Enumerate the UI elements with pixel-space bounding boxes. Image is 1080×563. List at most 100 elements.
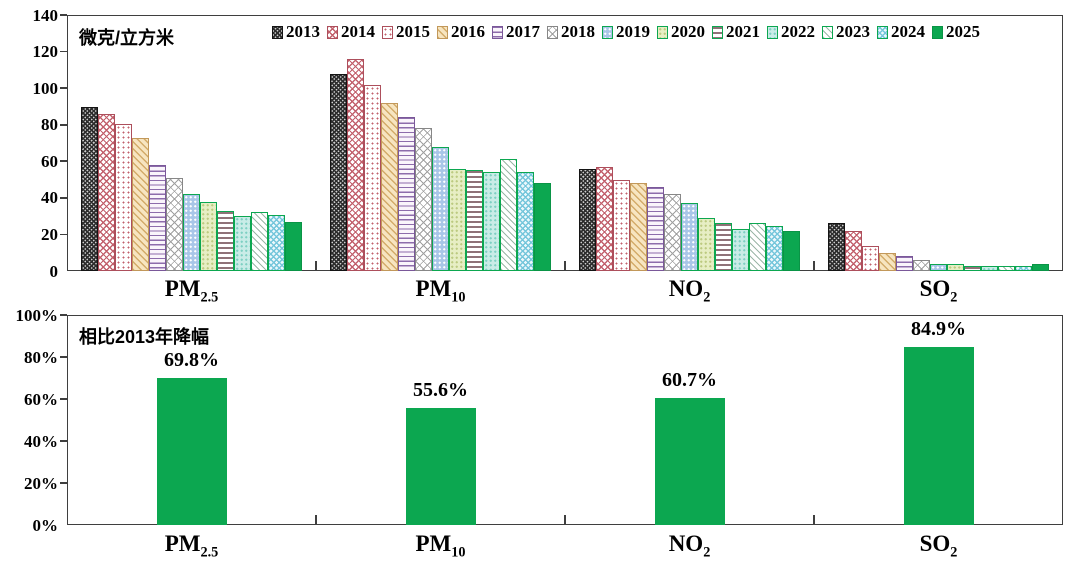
bottom-chart-plot-area	[67, 315, 1063, 525]
decrease-value-label-PM10: 55.6%	[413, 379, 468, 402]
top-category-label-PM10: PM10	[415, 276, 466, 306]
legend-label-2020: 2020	[671, 22, 705, 41]
subscript: 2	[703, 544, 711, 561]
subscript: 2	[950, 544, 958, 561]
bar-2017-PM2.5	[149, 164, 166, 271]
top-y-tick-mark	[60, 160, 67, 163]
decrease-value-label-PM2.5: 69.8%	[164, 349, 219, 372]
legend-label-2018: 2018	[561, 22, 595, 41]
legend-swatch-2017	[492, 25, 503, 39]
top-x-tick-mark	[813, 261, 815, 270]
bar-2013-PM2.5	[81, 107, 98, 271]
legend-label-2023: 2023	[836, 22, 870, 41]
bar-2019-NO2	[681, 203, 698, 271]
bar-2020-PM2.5	[200, 201, 217, 271]
bar-2014-PM2.5	[98, 113, 115, 271]
top-y-tick-mark	[60, 233, 67, 236]
subscript: 2	[950, 289, 958, 306]
bar-2022-NO2	[732, 228, 749, 271]
top-y-tick-label: 60	[41, 151, 58, 171]
legend-item-2024: 2024	[877, 22, 925, 42]
bottom-y-tick-label: 40%	[24, 431, 58, 451]
bar-2023-PM10	[500, 159, 517, 271]
subscript: 2.5	[200, 289, 219, 306]
legend-swatch-2020	[657, 25, 668, 39]
bar-2014-PM10	[347, 58, 364, 271]
legend-item-2019: 2019	[602, 22, 650, 42]
subscript: 10	[451, 544, 466, 561]
bottom-y-tick-mark	[60, 356, 67, 358]
bar-2023-NO2	[749, 223, 766, 271]
bar-2021-NO2	[715, 223, 732, 271]
top-y-tick-label: 20	[41, 224, 58, 244]
top-category-label-PM2.5: PM2.5	[164, 276, 219, 306]
legend-swatch-2023	[822, 25, 833, 39]
bar-2019-PM10	[432, 146, 449, 271]
legend-label-2015: 2015	[396, 22, 430, 41]
subscript: 2	[703, 289, 711, 306]
top-y-tick-label: 80	[41, 115, 58, 135]
decrease-value-label-NO2: 60.7%	[662, 368, 717, 391]
bottom-chart-title: 相比2013年降幅	[79, 327, 210, 347]
legend-item-2014: 2014	[327, 22, 375, 42]
legend-swatch-2021	[712, 25, 723, 39]
bar-2018-PM10	[415, 128, 432, 271]
bottom-x-tick-mark	[813, 515, 815, 524]
legend-item-2021: 2021	[712, 22, 760, 42]
top-y-tick-mark	[60, 87, 67, 89]
legend-swatch-2024	[877, 25, 888, 39]
legend: 2013 2014 2015 2016 2017 2018 2019 2020 2021 2022…	[272, 22, 980, 42]
bar-2016-SO2	[879, 252, 896, 271]
legend-item-2025: 2025	[932, 22, 980, 42]
top-x-tick-mark	[315, 261, 317, 270]
decrease-bar-SO2	[903, 346, 974, 525]
top-y-tick-mark	[60, 50, 67, 53]
bar-2024-NO2	[766, 226, 783, 271]
bottom-x-tick-mark	[315, 515, 317, 524]
bottom-y-tick-label: 80%	[24, 347, 58, 367]
legend-swatch-2016	[437, 25, 448, 39]
legend-swatch-2022	[767, 25, 778, 39]
bar-2020-NO2	[698, 217, 715, 271]
top-x-tick-mark	[564, 261, 566, 270]
legend-swatch-2014	[327, 25, 338, 39]
legend-label-2019: 2019	[616, 22, 650, 41]
legend-swatch-2015	[382, 25, 393, 39]
bar-2019-PM2.5	[183, 194, 200, 271]
legend-item-2017: 2017	[492, 22, 540, 42]
bottom-category-label-PM10: PM10	[415, 531, 466, 561]
legend-label-2022: 2022	[781, 22, 815, 41]
bar-2017-SO2	[896, 256, 913, 271]
bar-2014-SO2	[845, 230, 862, 271]
top-y-tick-label: 100	[32, 78, 59, 98]
bar-2022-PM10	[483, 172, 500, 271]
top-chart-unit-label: 微克/立方米	[79, 28, 175, 48]
bottom-y-tick-mark	[60, 440, 67, 442]
bar-2021-SO2	[964, 265, 981, 271]
bar-2025-PM10	[534, 183, 551, 271]
bar-2023-PM2.5	[251, 212, 268, 271]
decrease-bar-NO2	[654, 397, 725, 525]
bar-2015-PM2.5	[115, 123, 132, 271]
bar-2020-SO2	[947, 263, 964, 271]
legend-label-2016: 2016	[451, 22, 485, 41]
bar-2024-PM2.5	[268, 215, 285, 271]
bar-2025-SO2	[1032, 263, 1049, 271]
bar-2018-PM2.5	[166, 177, 183, 271]
legend-label-2014: 2014	[341, 22, 375, 41]
legend-item-2015: 2015	[382, 22, 430, 42]
legend-item-2018: 2018	[547, 22, 595, 42]
legend-label-2024: 2024	[891, 22, 925, 41]
top-y-tick-mark	[60, 197, 67, 199]
legend-label-2025: 2025	[946, 22, 980, 41]
legend-swatch-2019	[602, 25, 613, 39]
top-y-tick-label: 120	[32, 42, 59, 62]
top-category-label-SO2: SO2	[919, 276, 958, 306]
bar-2024-PM10	[517, 172, 534, 271]
top-category-label-NO2: NO2	[668, 276, 711, 306]
bar-2018-NO2	[664, 194, 681, 271]
bar-2022-PM2.5	[234, 216, 251, 271]
legend-swatch-2013	[272, 25, 283, 39]
decrease-bar-PM10	[405, 408, 476, 525]
